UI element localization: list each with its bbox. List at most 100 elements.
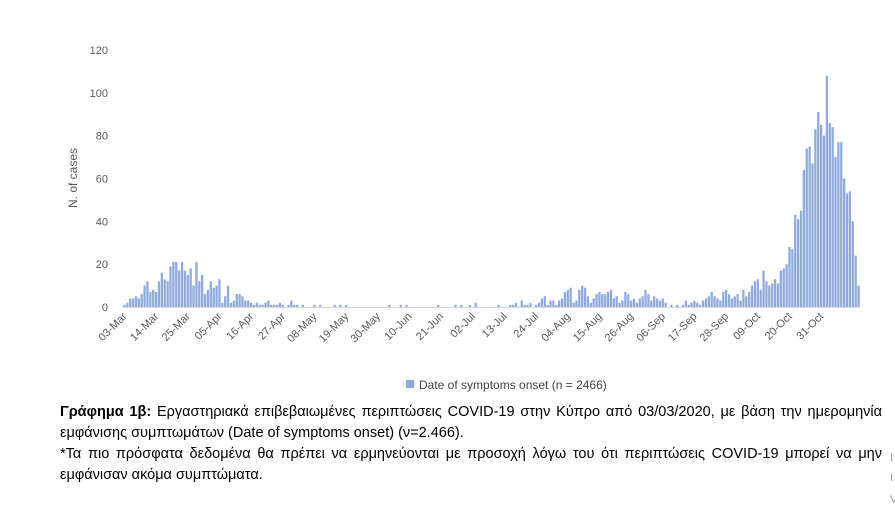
bar <box>788 247 791 307</box>
bar <box>834 157 837 307</box>
bar <box>275 304 279 307</box>
bar <box>578 289 581 307</box>
bar <box>825 75 829 307</box>
bar <box>598 292 601 307</box>
x-tick-label: 02-Jul <box>448 311 478 341</box>
bar <box>583 287 587 307</box>
bar <box>612 298 615 307</box>
bar <box>693 300 696 307</box>
y-tick-label: 80 <box>96 131 108 143</box>
bar <box>664 302 667 307</box>
bar <box>534 304 538 307</box>
bar <box>719 300 722 307</box>
bar <box>647 294 650 307</box>
x-tick-label: 06-Sep <box>634 311 668 345</box>
bar <box>808 146 811 308</box>
bar <box>546 304 549 307</box>
bar <box>255 302 259 307</box>
epidemic-curve-chart: 0 20 40 60 80 100 120 N. of cases 03-Mar14-Mar… <box>66 45 860 392</box>
bar <box>388 304 391 307</box>
bar <box>776 283 780 307</box>
bar <box>152 289 155 307</box>
x-tick-label: 19-May <box>317 310 352 345</box>
bar <box>224 296 227 307</box>
bar <box>261 304 264 307</box>
bar <box>290 300 293 307</box>
bar <box>509 304 512 307</box>
bar <box>218 279 221 307</box>
bar <box>183 270 187 307</box>
bar <box>241 296 244 307</box>
bar <box>514 302 518 307</box>
bar <box>799 210 803 308</box>
bar <box>779 270 782 307</box>
bar <box>287 304 290 307</box>
bar <box>618 302 621 307</box>
bar <box>169 266 172 307</box>
bar <box>791 249 794 307</box>
y-tick-label: 100 <box>90 88 108 100</box>
bar <box>641 296 644 307</box>
x-tick-label: 21-Jun <box>414 311 446 343</box>
bar <box>851 221 854 307</box>
y-tick-label: 20 <box>96 259 108 271</box>
bar <box>301 304 305 307</box>
bar <box>474 302 477 307</box>
x-tick-label: 28-Sep <box>698 311 732 345</box>
bar <box>540 298 544 307</box>
x-tick-label: 16-Apr <box>224 310 256 342</box>
bar <box>497 304 500 307</box>
bar <box>604 294 607 307</box>
bar <box>549 300 552 307</box>
bar <box>143 285 146 307</box>
bar <box>704 298 708 307</box>
caption-paragraph-2: *Τα πιο πρόσφατα δεδομένα θα πρέπει να ε… <box>60 446 882 483</box>
bar <box>713 296 716 307</box>
bar <box>437 304 440 307</box>
bar <box>543 296 546 307</box>
caption-text: Εργαστηριακά επιβεβαιωμένες περιπτώσεις … <box>60 404 882 441</box>
bar <box>609 289 613 307</box>
bar <box>586 296 590 307</box>
bar <box>201 274 204 308</box>
bar <box>575 300 578 307</box>
bar <box>166 281 169 307</box>
bar <box>172 262 175 307</box>
bar <box>632 298 636 307</box>
y-tick-label: 0 <box>102 302 108 314</box>
x-tick-label: 17-Sep <box>666 311 700 345</box>
bar <box>624 292 627 307</box>
x-tick-label: 08-May <box>285 310 320 345</box>
bar <box>817 112 820 307</box>
bar <box>520 300 523 307</box>
bar <box>344 304 348 307</box>
bar <box>163 279 166 307</box>
bar <box>857 285 860 307</box>
bar <box>581 285 584 307</box>
x-tick-label: 05-Apr <box>193 310 225 342</box>
bar <box>595 294 598 307</box>
bar <box>149 292 152 307</box>
bar <box>845 193 849 307</box>
bar <box>615 296 618 307</box>
bar <box>854 255 857 307</box>
bar <box>252 304 256 307</box>
bar <box>707 296 710 307</box>
bar <box>655 298 659 307</box>
bar <box>140 294 143 307</box>
y-axis-title: N. of cases <box>66 148 80 208</box>
bar <box>221 302 224 307</box>
bar <box>454 304 457 307</box>
bar <box>653 296 656 307</box>
bar <box>267 300 270 307</box>
bar <box>724 289 728 307</box>
bar <box>235 294 238 307</box>
edge-fragment: V <box>890 494 895 506</box>
bar <box>126 302 129 307</box>
x-tick-label: 13-Jul <box>480 311 510 341</box>
bar <box>796 219 800 307</box>
x-tick-label: 04-Aug <box>539 311 573 345</box>
bar <box>215 285 218 307</box>
x-tick-label: 09-Oct <box>731 311 763 343</box>
